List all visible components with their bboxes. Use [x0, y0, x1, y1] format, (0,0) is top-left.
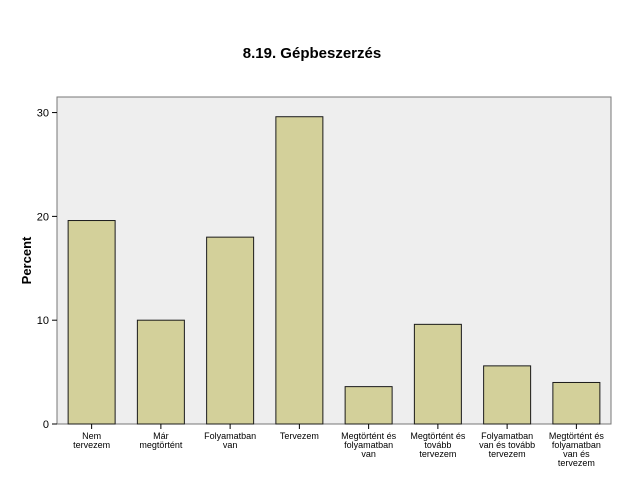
x-tick-label-line: Folyamatban	[481, 431, 533, 441]
bar	[67, 220, 116, 425]
x-tick-label: Megtörtént és tovább tervezem	[410, 431, 466, 459]
y-tick-label: 20	[37, 211, 49, 223]
x-tick-label-line: tervezem	[419, 449, 456, 459]
x-tick-label-line: tervezem	[558, 458, 595, 468]
x-tick-label: Megtörtént és folyamatban van és tervezem	[549, 431, 605, 468]
y-axis-title: Percent	[19, 236, 34, 284]
chart-title: 8.19. Gépbeszerzés	[242, 45, 382, 62]
x-tick-label-line: Folyamatban	[204, 431, 256, 441]
x-tick-label-line: tovább	[424, 440, 451, 450]
bar	[136, 319, 185, 425]
x-tick-label-line: van és tovább	[479, 440, 535, 450]
x-tick-label-line: Nem	[82, 431, 101, 441]
x-tick-label-line: van	[361, 449, 376, 459]
bar	[275, 116, 324, 425]
x-tick-label-line: van	[223, 440, 238, 450]
x-tick-label-line: van és	[563, 449, 590, 459]
bar	[413, 323, 462, 425]
y-tick-label: 10	[37, 315, 49, 327]
x-tick-label-line: Megtörtént és	[341, 431, 397, 441]
bars-group	[67, 116, 601, 425]
y-tick-label: 0	[43, 419, 49, 431]
x-tick-label: Nem tervezem	[73, 431, 110, 450]
y-tick-label: 30	[37, 108, 49, 120]
x-tick-label-line: Tervezem	[280, 431, 319, 441]
bar	[483, 365, 532, 425]
x-tick-label-line: Megtörtént és	[410, 431, 466, 441]
x-tick-label-line: Megtörtént és	[549, 431, 605, 441]
bar	[344, 386, 393, 425]
x-tick-label: Folyamatban van	[204, 431, 256, 450]
bar	[206, 236, 255, 425]
x-tick-label-line: tervezem	[73, 440, 110, 450]
x-tick-label-line: folyamatban	[552, 440, 601, 450]
x-tick-label-line: tervezem	[489, 449, 526, 459]
x-tick-label: Folyamatban van és tovább tervezem	[479, 431, 535, 459]
x-tick-label-line: megtörtént	[139, 440, 183, 450]
bar	[552, 381, 601, 425]
x-tick-label: Tervezem	[280, 431, 319, 441]
x-tick-label-line: folyamatban	[344, 440, 393, 450]
x-tick-label: Megtörtént és folyamatban van	[341, 431, 397, 459]
x-tick-label: Már megtörtént	[139, 431, 183, 450]
x-tick-label-line: Már	[153, 431, 169, 441]
